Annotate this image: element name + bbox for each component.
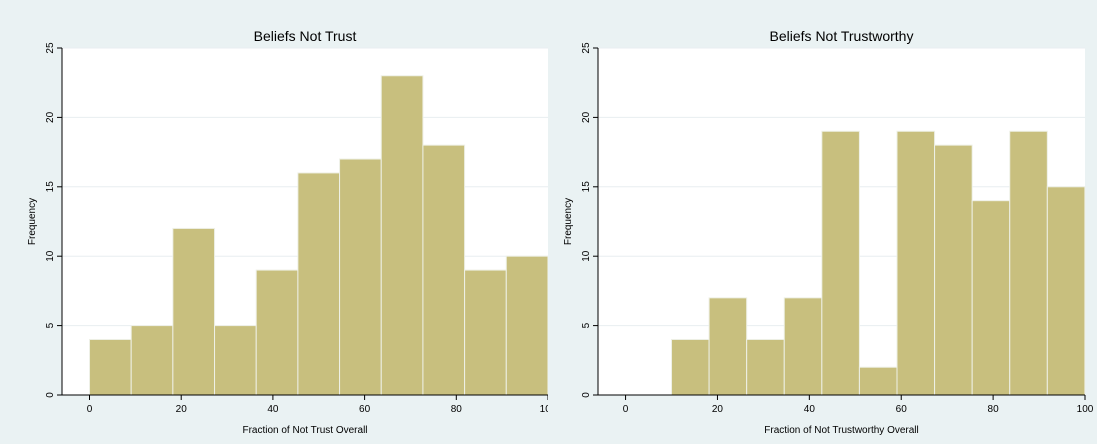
histogram-bar <box>380 75 424 396</box>
x-tick-label: 100 <box>1077 404 1094 415</box>
y-tick-label: 0 <box>581 392 592 398</box>
histogram-bar <box>89 338 132 396</box>
histogram-bar <box>505 255 548 396</box>
histogram-bar <box>746 338 785 396</box>
histogram-bar <box>130 325 174 396</box>
histogram-bar <box>858 366 898 396</box>
histogram-panel-left: 0 5 10 15 20 25 0 20 40 60 80 100 Beliefs Not Trust F… <box>27 28 548 436</box>
x-tick-label: 100 <box>540 404 548 415</box>
histogram-bar <box>255 269 299 396</box>
y-tick-label: 0 <box>45 392 56 398</box>
y-axis-label: Frequency <box>563 198 574 245</box>
histogram-bar <box>1009 130 1048 396</box>
histogram-panel-right: 0 5 10 15 20 25 0 20 40 60 80 100 Beliefs Not Trustw… <box>563 28 1094 436</box>
y-tick-label: 10 <box>581 250 592 262</box>
histogram-bar <box>339 158 382 396</box>
y-tick-label: 20 <box>45 111 56 123</box>
y-tick-label: 25 <box>45 42 56 54</box>
histogram-bar <box>971 200 1011 396</box>
y-tick-label: 20 <box>581 111 592 123</box>
y-axis-label: Frequency <box>27 198 38 245</box>
histogram-bar <box>172 227 216 396</box>
y-tick-label: 10 <box>45 250 56 262</box>
histogram-bar <box>1046 186 1086 396</box>
x-axis-label: Fraction of Not Trustworthy Overall <box>764 425 919 436</box>
x-tick-label: 0 <box>87 404 93 415</box>
histogram-bar <box>297 172 341 396</box>
histogram-bar <box>783 297 823 396</box>
x-tick-label: 40 <box>804 404 816 415</box>
x-tick-label: 20 <box>712 404 724 415</box>
histogram-bar <box>464 269 507 396</box>
x-tick-label: 60 <box>896 404 908 415</box>
y-tick-label: 5 <box>45 322 56 328</box>
x-tick-label: 40 <box>267 404 279 415</box>
histogram-bar <box>671 338 710 396</box>
chart-title: Beliefs Not Trust <box>254 28 357 44</box>
y-tick-label: 5 <box>581 322 592 328</box>
y-tick-label: 15 <box>581 181 592 193</box>
y-tick-label: 15 <box>45 181 56 193</box>
x-tick-label: 20 <box>176 404 188 415</box>
x-tick-label: 80 <box>988 404 1000 415</box>
x-axis-label: Fraction of Not Trust Overall <box>242 425 367 436</box>
histogram-bar <box>422 144 466 396</box>
histogram-bar <box>821 130 860 396</box>
x-tick-label: 80 <box>451 404 463 415</box>
x-tick-label: 60 <box>359 404 371 415</box>
chart-title: Beliefs Not Trustworthy <box>770 28 914 44</box>
y-tick-label: 25 <box>581 42 592 54</box>
histogram-bar <box>934 144 973 396</box>
histogram-bar <box>708 297 748 396</box>
histogram-bar <box>896 130 936 396</box>
histogram-bar <box>214 325 257 396</box>
x-tick-label: 0 <box>623 404 629 415</box>
